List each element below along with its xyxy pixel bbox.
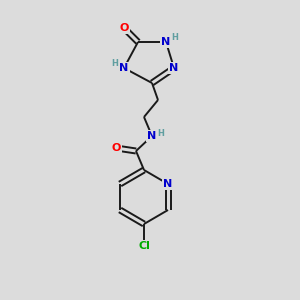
Text: N: N — [164, 179, 172, 189]
Text: N: N — [147, 131, 157, 141]
Text: O: O — [119, 23, 129, 33]
Text: H: H — [112, 59, 118, 68]
Text: N: N — [161, 37, 171, 47]
Text: H: H — [172, 34, 178, 43]
Text: N: N — [119, 63, 129, 73]
Text: H: H — [158, 130, 164, 139]
Text: Cl: Cl — [138, 241, 150, 251]
Text: O: O — [111, 143, 121, 153]
Text: N: N — [169, 63, 178, 73]
